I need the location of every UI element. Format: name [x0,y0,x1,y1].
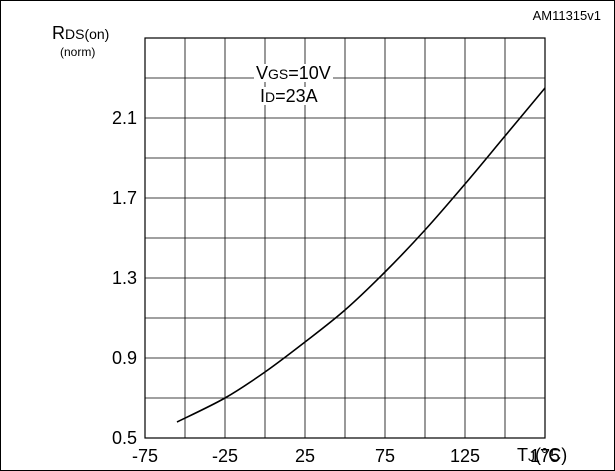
x-axis-title-main: T [517,445,528,465]
x-tick-label: -75 [132,446,158,466]
annotation-id-main: I [260,86,266,106]
y-axis-title: RDS(on) [52,24,109,42]
grid [145,38,545,438]
annotation-vgs-sub: GS [268,66,289,82]
x-tick-label: 175 [530,446,560,466]
annotation-id-value: =23A [275,86,318,106]
plot-border [144,37,546,439]
annotation-vgs-main: V [256,63,269,83]
y-tick-label: 0.9 [112,348,137,368]
y-axis-title-sub: DS(on) [65,26,110,42]
figure-code: AM11315v1 [532,8,601,23]
annotation-id: ID=23A [258,87,320,105]
x-tick-label: 25 [295,446,315,466]
x-tick-label: -25 [212,446,238,466]
y-axis-title-main: R [52,23,65,43]
y-tick-label: 0.5 [112,428,137,448]
x-axis-title: TJ(°C) [517,446,567,464]
series-line [176,87,546,423]
y-tick-label: 1.7 [112,188,137,208]
annotation-vgs: VGS=10V [254,64,333,82]
x-tick-label: 75 [375,446,395,466]
annotation-id-sub: D [265,89,276,105]
x-tick-label: 125 [450,446,480,466]
x-axis-title-unit: (°C) [535,445,568,465]
y-axis-unit: (norm) [60,45,96,59]
x-axis-title-sub: J [528,448,535,464]
y-tick-label: 2.1 [112,108,137,128]
annotation-vgs-value: =10V [288,63,331,83]
tick-labels: 0.5 0.9 1.3 1.7 2.1 -75 -25 25 75 125 175 [112,108,560,466]
y-tick-label: 1.3 [112,268,137,288]
